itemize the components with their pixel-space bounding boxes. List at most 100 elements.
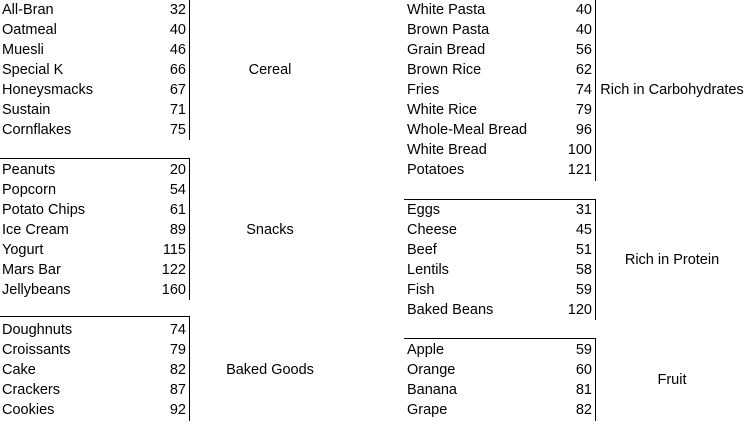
item-value-cell[interactable]: 89	[169, 222, 186, 238]
group-label-snacks[interactable]: Snacks	[246, 222, 294, 238]
item-name-cell[interactable]: Peanuts	[2, 162, 56, 178]
group-label-baked-goods[interactable]: Baked Goods	[226, 362, 314, 378]
item-name-cell[interactable]: Mars Bar	[2, 262, 61, 278]
table-row: Grape 82	[404, 400, 595, 420]
item-value-cell[interactable]: 92	[169, 402, 186, 418]
item-value-cell[interactable]: 56	[575, 42, 592, 58]
item-value-cell[interactable]: 120	[567, 302, 592, 318]
item-name-cell[interactable]: Banana	[407, 382, 457, 398]
item-value-cell[interactable]: 122	[161, 262, 186, 278]
item-name-cell[interactable]: Doughnuts	[2, 322, 73, 338]
item-value-cell[interactable]: 61	[169, 202, 186, 218]
item-name-cell[interactable]: Brown Pasta	[407, 22, 490, 38]
table-row: Brown Pasta 40	[404, 20, 595, 40]
item-name-cell[interactable]: Special K	[2, 62, 64, 78]
item-name-cell[interactable]: Cornflakes	[2, 122, 72, 138]
item-value-cell[interactable]: 40	[575, 2, 592, 18]
item-list-rich-in-protein: Eggs 31 Cheese 45 Beef 51 Lentils 58 Fish 59 Baked…	[404, 200, 595, 320]
item-name-cell[interactable]: White Pasta	[407, 2, 486, 18]
item-name-cell[interactable]: Cookies	[2, 402, 55, 418]
table-row: Fries 74	[404, 80, 595, 100]
item-name-cell[interactable]: Baked Beans	[407, 302, 494, 318]
table-row: Cookies 92	[0, 400, 188, 420]
item-name-cell[interactable]: Apple	[407, 342, 445, 358]
item-value-cell[interactable]: 115	[162, 242, 186, 258]
item-list-rich-in-carbohydrates: White Pasta 40 Brown Pasta 40 Grain Bread 56 B…	[404, 0, 595, 180]
item-name-cell[interactable]: Potatoes	[407, 162, 465, 178]
item-value-cell[interactable]: 66	[169, 62, 186, 78]
item-value-cell[interactable]: 40	[169, 22, 186, 38]
item-name-cell[interactable]: Popcorn	[2, 182, 57, 198]
item-value-cell[interactable]: 74	[169, 322, 186, 338]
item-name-cell[interactable]: Fries	[407, 82, 440, 98]
item-value-cell[interactable]: 51	[575, 242, 592, 258]
item-name-cell[interactable]: Beef	[407, 242, 437, 258]
item-value-cell[interactable]: 71	[169, 102, 186, 118]
item-value-cell[interactable]: 160	[161, 282, 186, 298]
table-row: Oatmeal 40	[0, 20, 188, 40]
item-name-cell[interactable]: Jellybeans	[2, 282, 71, 298]
item-name-cell[interactable]: Croissants	[2, 342, 71, 358]
item-name-cell[interactable]: Cheese	[407, 222, 457, 238]
item-name-cell[interactable]: Honeysmacks	[2, 82, 94, 98]
group-label-rich-in-carbohydrates[interactable]: Rich in Carbohydrates	[600, 82, 744, 98]
item-value-cell[interactable]: 59	[575, 342, 592, 358]
table-row: Beef 51	[404, 240, 595, 260]
item-name-cell[interactable]: Muesli	[2, 42, 44, 58]
item-name-cell[interactable]: All-Bran	[2, 2, 54, 18]
item-value-cell[interactable]: 67	[169, 82, 186, 98]
item-name-cell[interactable]: Potato Chips	[2, 202, 86, 218]
group-label-fruit[interactable]: Fruit	[657, 372, 687, 388]
item-value-cell[interactable]: 79	[575, 102, 592, 118]
table-row: White Rice 79	[404, 100, 595, 120]
item-name-cell[interactable]: Cake	[2, 362, 36, 378]
item-value-cell[interactable]: 54	[169, 182, 186, 198]
table-row: Crackers 87	[0, 380, 188, 400]
item-value-cell[interactable]: 100	[567, 142, 592, 158]
item-value-cell[interactable]: 82	[575, 402, 592, 418]
table-row: Whole-Meal Bread 96	[404, 120, 595, 140]
item-name-cell[interactable]: Sustain	[2, 102, 51, 118]
item-value-cell[interactable]: 40	[575, 22, 592, 38]
item-value-cell[interactable]: 79	[169, 342, 186, 358]
item-name-cell[interactable]: White Rice	[407, 102, 478, 118]
item-name-cell[interactable]: Yogurt	[2, 242, 44, 258]
group-label-rich-in-protein[interactable]: Rich in Protein	[624, 252, 720, 268]
item-name-cell[interactable]: Fish	[407, 282, 435, 298]
item-name-cell[interactable]: Brown Rice	[407, 62, 482, 78]
item-name-cell[interactable]: Ice Cream	[2, 222, 69, 238]
item-value-cell[interactable]: 59	[575, 282, 592, 298]
item-value-cell[interactable]: 74	[575, 82, 592, 98]
item-value-cell[interactable]: 20	[169, 162, 186, 178]
item-value-cell[interactable]: 58	[575, 262, 592, 278]
item-value-cell[interactable]: 60	[575, 362, 592, 378]
table-row: Brown Rice 62	[404, 60, 595, 80]
table-row: Potato Chips 61	[0, 200, 188, 220]
item-value-cell[interactable]: 121	[567, 162, 592, 178]
item-name-cell[interactable]: Orange	[407, 362, 456, 378]
item-value-cell[interactable]: 87	[169, 382, 186, 398]
table-row: Apple 59	[404, 340, 595, 360]
table-row: Fish 59	[404, 280, 595, 300]
item-value-cell[interactable]: 62	[575, 62, 592, 78]
item-name-cell[interactable]: Lentils	[407, 262, 449, 278]
item-value-cell[interactable]: 32	[169, 2, 186, 18]
item-name-cell[interactable]: White Bread	[407, 142, 487, 158]
item-name-cell[interactable]: Eggs	[407, 202, 441, 218]
item-value-cell[interactable]: 75	[169, 122, 186, 138]
item-name-cell[interactable]: Oatmeal	[2, 22, 57, 38]
item-value-cell[interactable]: 46	[169, 42, 186, 58]
group-label-cereal[interactable]: Cereal	[248, 62, 292, 78]
table-row: Muesli 46	[0, 40, 188, 60]
item-list-cereal: All-Bran 32 Oatmeal 40 Muesli 46 Special K 66 Ho…	[0, 0, 188, 140]
item-value-cell[interactable]: 45	[575, 222, 592, 238]
item-value-cell[interactable]: 82	[169, 362, 186, 378]
item-value-cell[interactable]: 31	[575, 202, 592, 218]
item-list-fruit: Apple 59 Orange 60 Banana 81 Grape 82	[404, 340, 595, 420]
item-name-cell[interactable]: Whole-Meal Bread	[407, 122, 528, 138]
item-name-cell[interactable]: Crackers	[2, 382, 61, 398]
item-name-cell[interactable]: Grape	[407, 402, 448, 418]
item-value-cell[interactable]: 81	[575, 382, 592, 398]
item-name-cell[interactable]: Grain Bread	[407, 42, 486, 58]
item-value-cell[interactable]: 96	[575, 122, 592, 138]
